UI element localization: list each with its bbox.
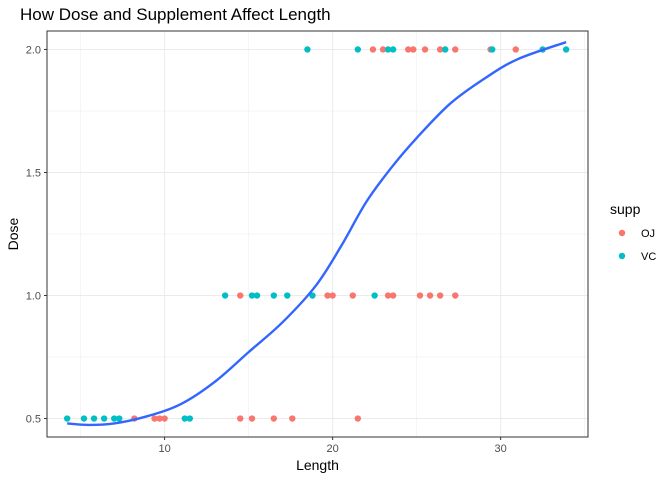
oj-data-point bbox=[452, 46, 459, 53]
y-tick-label: 0.5 bbox=[26, 414, 41, 426]
oj-data-point bbox=[405, 46, 412, 53]
vc-data-point bbox=[304, 46, 311, 53]
vc-data-point bbox=[441, 46, 449, 53]
vc-data-point bbox=[309, 292, 316, 299]
oj-data-point bbox=[436, 292, 444, 299]
vc-data-point bbox=[270, 292, 278, 299]
minor-gridlines bbox=[47, 31, 588, 437]
vc-legend-key bbox=[618, 252, 626, 260]
x-tick-label: 20 bbox=[326, 443, 338, 455]
oj-data-point bbox=[289, 415, 296, 422]
oj-data-point bbox=[416, 292, 424, 299]
oj-data-point bbox=[237, 292, 244, 299]
y-tick-label: 2.0 bbox=[26, 44, 41, 56]
y-tick-label: 1.0 bbox=[26, 291, 41, 303]
oj-data-point bbox=[384, 292, 392, 299]
oj-data-point bbox=[426, 292, 434, 299]
vc-data-point bbox=[562, 46, 570, 53]
y-axis-title: Dose bbox=[5, 217, 21, 250]
oj-data-point bbox=[151, 415, 158, 422]
oj-data-point bbox=[512, 46, 519, 53]
vc-data-point bbox=[253, 292, 261, 299]
oj-data-point bbox=[237, 415, 244, 422]
trend-line bbox=[67, 40, 567, 427]
x-axis-ticks: 10 20 30 bbox=[158, 437, 507, 455]
vc-data-point bbox=[116, 415, 123, 422]
oj-data-point bbox=[452, 292, 459, 299]
oj-data-point bbox=[354, 415, 362, 422]
legend-keys: OJ VC bbox=[618, 228, 656, 263]
oj-data-point bbox=[161, 415, 168, 422]
oj-data-point bbox=[421, 46, 429, 53]
oj-data-point bbox=[436, 46, 444, 53]
chart-title: How Dose and Supplement Affect Length bbox=[20, 5, 331, 24]
y-tick-label: 1.5 bbox=[26, 167, 41, 179]
vc-data-point bbox=[111, 415, 118, 422]
vc-data-point bbox=[181, 415, 188, 422]
panel-border bbox=[46, 30, 589, 438]
x-axis-title: Length bbox=[296, 457, 339, 473]
vc-data-point bbox=[100, 415, 108, 422]
oj-data-point bbox=[410, 46, 417, 53]
vc-data-point bbox=[80, 415, 88, 422]
vc-data-point bbox=[354, 46, 362, 53]
oj-legend-key bbox=[618, 229, 626, 237]
oj-data-point bbox=[389, 292, 397, 299]
y-axis-ticks: 0.5 1.0 1.5 2.0 bbox=[26, 44, 47, 426]
vc-data-point bbox=[284, 292, 291, 299]
vc-data-point bbox=[221, 292, 229, 299]
vc-data-point bbox=[384, 46, 392, 53]
data-points bbox=[63, 46, 570, 422]
vc-data-point bbox=[63, 415, 71, 422]
oj-data-point bbox=[329, 292, 336, 299]
oj-data-point bbox=[324, 292, 331, 299]
oj-data-point bbox=[379, 46, 387, 53]
x-tick-label: 10 bbox=[158, 443, 170, 455]
x-tick-label: 30 bbox=[495, 443, 507, 455]
legend-title: supp bbox=[610, 201, 641, 217]
vc-data-point bbox=[389, 46, 397, 53]
vc-data-point bbox=[248, 292, 256, 299]
oj-data-point bbox=[156, 415, 163, 422]
oj-data-point bbox=[349, 292, 356, 299]
vc-data-point bbox=[90, 415, 98, 422]
vc-legend-label: VC bbox=[641, 251, 656, 263]
vc-data-point bbox=[186, 415, 194, 422]
oj-data-point bbox=[369, 46, 377, 53]
plot-panel bbox=[46, 30, 589, 438]
oj-legend-label: OJ bbox=[641, 228, 655, 240]
oj-data-point bbox=[270, 415, 278, 422]
vc-data-point bbox=[371, 292, 378, 299]
oj-data-point bbox=[248, 415, 256, 422]
vc-data-point bbox=[489, 46, 496, 53]
legend: supp OJ VC bbox=[610, 201, 656, 263]
